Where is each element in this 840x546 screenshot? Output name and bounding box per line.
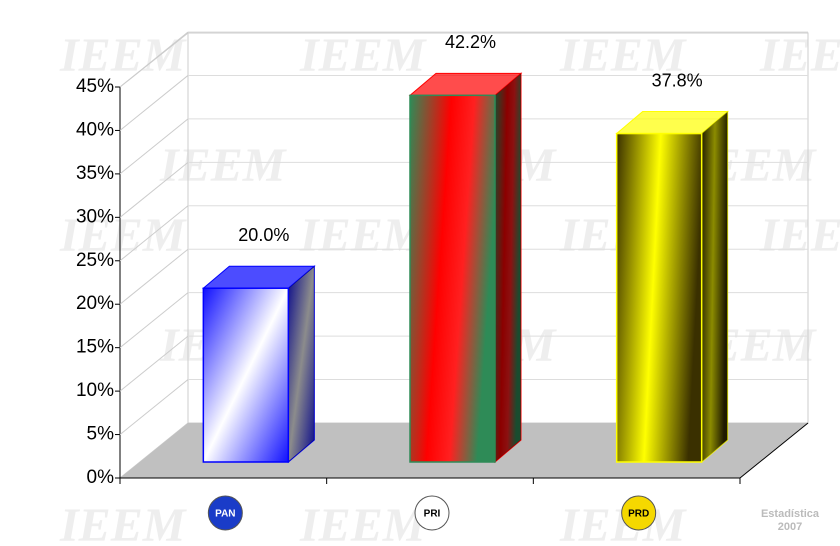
watermark: IEEM (59, 209, 188, 262)
watermark: IEEM (759, 29, 840, 82)
grid-line (119, 205, 189, 262)
y-tick-label: 0% (87, 467, 115, 488)
bar-side-shade (288, 266, 315, 462)
bar-front (202, 287, 290, 463)
watermark: IEEM (59, 499, 188, 546)
grid-line (119, 292, 189, 349)
value-label: 42.2% (445, 32, 496, 52)
y-tick-label: 30% (76, 206, 114, 227)
grid-line (119, 335, 189, 392)
bar-side-shade (495, 73, 521, 462)
y-tick-label: 15% (76, 337, 114, 358)
x-tick-label: PRD (628, 509, 649, 520)
category-logo (414, 495, 450, 531)
watermark: IEEM (159, 139, 288, 192)
footer-line: Estadística (761, 508, 820, 520)
y-tick-label: 10% (76, 380, 114, 401)
category-logo (207, 495, 243, 531)
grid-line (119, 118, 189, 175)
watermark: IEEM (299, 209, 428, 262)
value-label: 20.0% (238, 225, 289, 245)
watermark: IEEM (299, 499, 428, 546)
x-tick-label: PRI (424, 509, 441, 520)
floor-edge (739, 422, 809, 479)
watermark: IEEM (59, 29, 188, 82)
category-logo (621, 495, 657, 531)
bar-side-shade (701, 111, 728, 462)
y-tick-label: 20% (76, 293, 114, 314)
bar (615, 110, 730, 464)
grid-line (119, 161, 189, 218)
y-tick-label: 40% (76, 119, 114, 140)
y-tick-label: 45% (76, 76, 114, 97)
grid-line (119, 379, 189, 435)
footer-line: 2007 (778, 521, 802, 533)
watermark: IEEM (759, 209, 840, 262)
y-tick-label: 35% (76, 163, 114, 184)
bar-front (409, 94, 496, 463)
value-label: 37.8% (652, 70, 703, 90)
grid-line (119, 75, 189, 131)
grid-line (119, 248, 189, 305)
y-tick-label: 25% (76, 250, 114, 271)
x-tick-label: PAN (215, 509, 235, 520)
bar-front (615, 132, 703, 463)
bar (408, 72, 523, 464)
watermark: IEEM (299, 29, 428, 82)
watermark: IEEM (559, 29, 688, 82)
grid-line (119, 31, 189, 88)
bar (201, 265, 316, 464)
y-tick-label: 5% (87, 424, 115, 445)
